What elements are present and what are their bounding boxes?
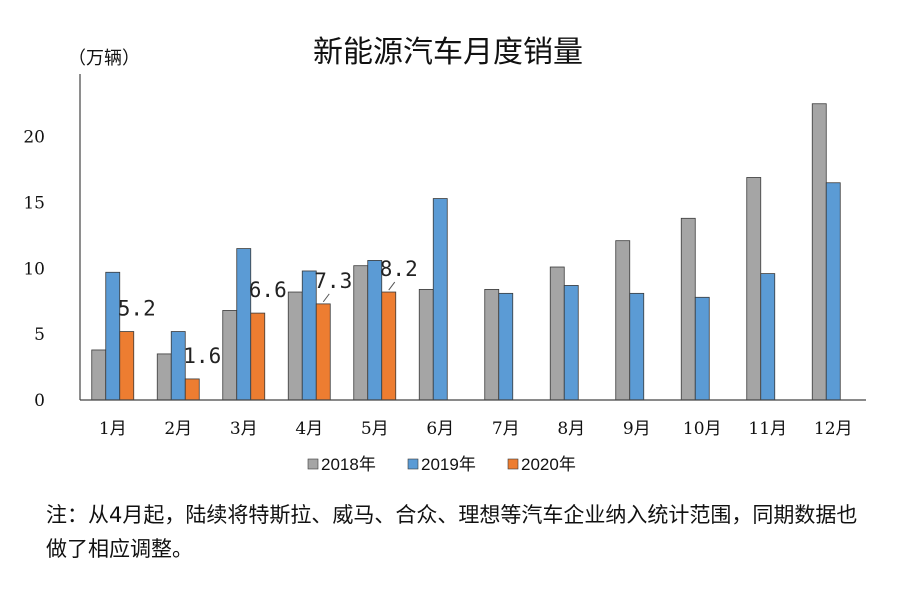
y-axis: 0 5 10 15 20 [23, 128, 45, 411]
bar-2020年-2月 [184, 378, 200, 401]
x-tick-label: 12月 [814, 419, 853, 439]
bar-2019年-12月 [825, 182, 841, 401]
bar-2018年-9月 [615, 240, 631, 401]
data-label: 6.6 [249, 278, 287, 302]
bar-2018年-4月 [287, 291, 303, 401]
bar-2018年-6月 [418, 288, 434, 401]
x-tick-label: 1月 [99, 419, 127, 439]
data-label-leader-line [388, 281, 396, 291]
footnote: 注：从4月起，陆续将特斯拉、威马、合众、理想等汽车企业纳入统计范围，同期数据也做… [46, 503, 858, 561]
bar-2019年-10月 [694, 296, 710, 401]
y-tick-label: 20 [23, 128, 45, 148]
x-tick-label: 9月 [623, 419, 651, 439]
x-tick-label: 5月 [361, 419, 389, 439]
data-label: 1.6 [183, 344, 221, 368]
bar-2018年-5月 [353, 265, 369, 401]
x-tick-label: 10月 [683, 419, 722, 439]
bar-2018年-11月 [746, 177, 762, 401]
bar-2020年-3月 [250, 312, 266, 401]
data-label: 7.3 [314, 269, 352, 293]
legend-label: 2018年 [321, 455, 376, 474]
data-label: 5.2 [118, 297, 156, 321]
x-tick-label: 3月 [230, 419, 258, 439]
bar-2018年-2月 [156, 353, 172, 401]
legend-label: 2019年 [421, 455, 476, 474]
chart-title: 新能源汽车月度销量 [313, 35, 583, 70]
bar-2019年-6月 [432, 198, 448, 401]
legend-swatch [407, 458, 419, 470]
chart: 新能源汽车月度销量 （万辆） 0 5 10 15 20 1月 2月 3月 4月 5月 6月 7月 8月… [23, 35, 866, 474]
legend: 2018年 2019年 2020年 [307, 455, 576, 474]
bar-2019年-7月 [498, 292, 514, 401]
x-tick-label: 8月 [557, 419, 585, 439]
data-label: 8.2 [380, 257, 418, 281]
legend-swatch [507, 458, 519, 470]
data-label-leader-line [322, 293, 330, 303]
y-tick-label: 5 [34, 325, 45, 345]
legend-label: 2020年 [521, 455, 576, 474]
data-labels: 5.2 1.6 6.6 7.3 8.2 [118, 257, 418, 368]
legend-swatch [307, 458, 319, 470]
bar-2019年-9月 [629, 292, 645, 401]
y-axis-unit-label: （万辆） [68, 48, 140, 69]
bar-2019年-11月 [760, 273, 776, 401]
bar-2018年-10月 [680, 217, 696, 401]
bar-2020年-5月 [381, 291, 397, 401]
bar-2020年-1月 [119, 331, 135, 401]
x-tick-label: 11月 [748, 419, 787, 439]
bar-2019年-8月 [563, 285, 579, 401]
x-tick-label: 6月 [426, 419, 454, 439]
bar-2018年-1月 [91, 349, 107, 401]
x-tick-label: 4月 [295, 419, 323, 439]
bar-2018年-7月 [484, 288, 500, 401]
bar-2018年-3月 [222, 310, 238, 401]
bars [91, 103, 841, 401]
x-tick-label: 2月 [164, 419, 192, 439]
bar-2018年-12月 [811, 103, 827, 401]
bar-2020年-4月 [315, 303, 331, 401]
bar-2018年-8月 [549, 266, 565, 401]
x-tick-label: 7月 [492, 419, 520, 439]
y-tick-label: 15 [23, 194, 45, 214]
x-axis: 1月 2月 3月 4月 5月 6月 7月 8月 9月 10月 11月 12月 [99, 419, 853, 439]
bar-2019年-1月 [105, 271, 121, 401]
y-tick-label: 10 [23, 259, 45, 279]
bar-2019年-3月 [236, 248, 252, 401]
bar-2019年-5月 [367, 260, 383, 401]
y-tick-label: 0 [34, 391, 45, 411]
